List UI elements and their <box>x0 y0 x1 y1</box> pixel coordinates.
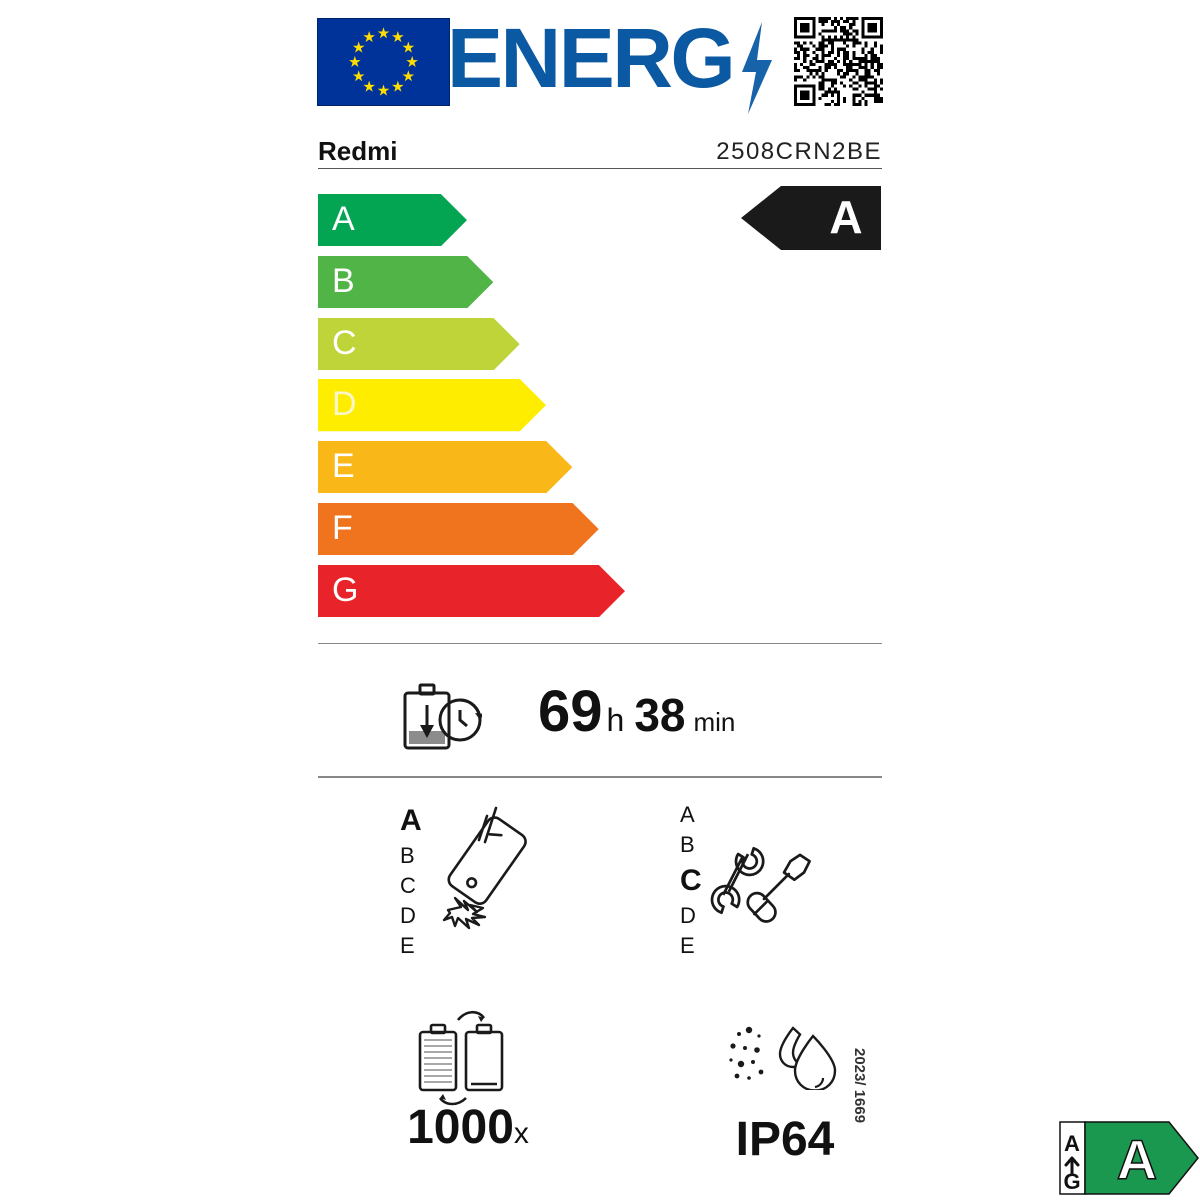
svg-text:A: A <box>1117 1128 1157 1191</box>
svg-text:A: A <box>829 191 862 243</box>
svg-text:A: A <box>1064 1131 1080 1156</box>
